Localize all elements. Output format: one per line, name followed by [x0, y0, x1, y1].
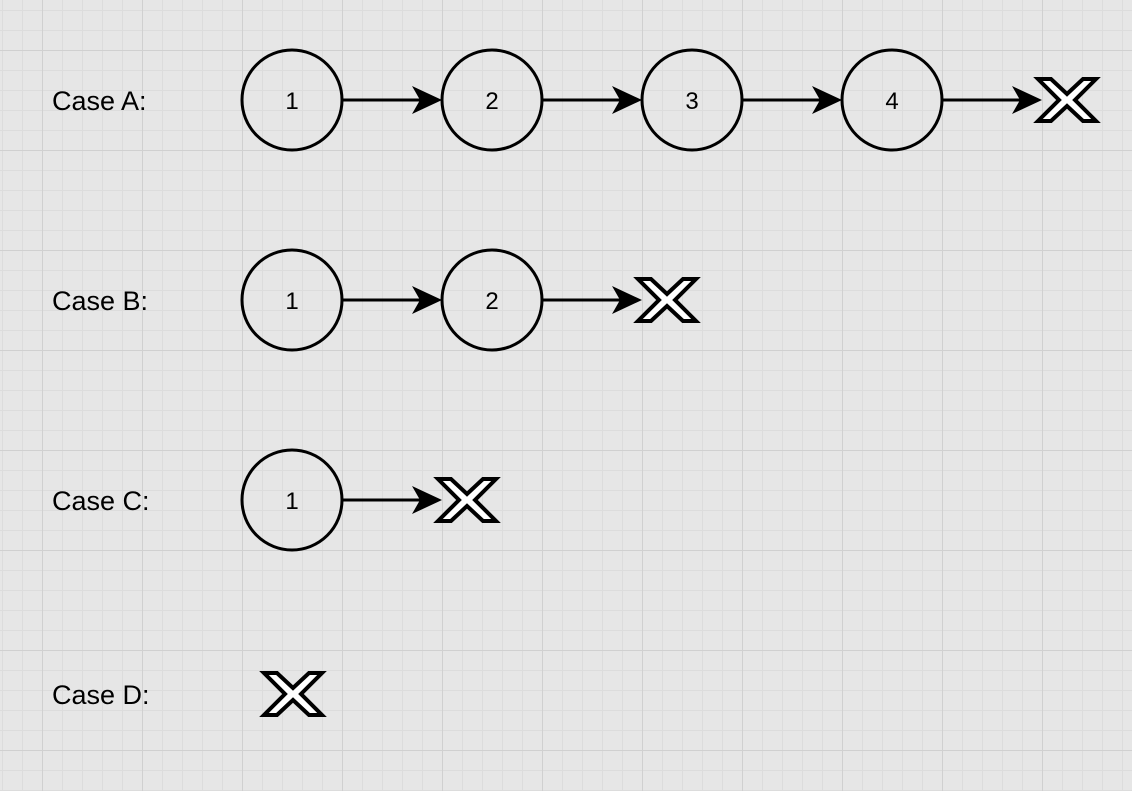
case-row: Case D:	[52, 671, 327, 717]
arrow-head	[1012, 86, 1042, 114]
arrow-head	[812, 86, 842, 114]
arrow-head	[612, 286, 642, 314]
node-value: 1	[285, 88, 298, 115]
cases-group: Case A: 1 2 3 4 Case B: 1 2 Case C: 1 Case D:	[52, 48, 1101, 717]
x-icon	[433, 477, 501, 523]
node-value: 2	[485, 88, 498, 115]
node-value: 2	[485, 288, 498, 315]
case-row: Case B: 1 2	[52, 248, 701, 352]
arrow-head	[412, 486, 442, 514]
case-label: Case A:	[52, 86, 147, 116]
case-label: Case D:	[52, 680, 150, 710]
case-label: Case C:	[52, 486, 150, 516]
arrow-head	[412, 86, 442, 114]
node-value: 3	[685, 88, 698, 115]
arrow-head	[412, 286, 442, 314]
x-icon	[633, 277, 701, 323]
node-value: 1	[285, 288, 298, 315]
x-icon	[259, 671, 327, 717]
arrow-head	[612, 86, 642, 114]
case-row: Case C: 1	[52, 448, 501, 552]
case-row: Case A: 1 2 3 4	[52, 48, 1101, 152]
node-value: 1	[285, 488, 298, 515]
x-icon	[1033, 77, 1101, 123]
case-label: Case B:	[52, 286, 148, 316]
node-value: 4	[885, 88, 898, 115]
